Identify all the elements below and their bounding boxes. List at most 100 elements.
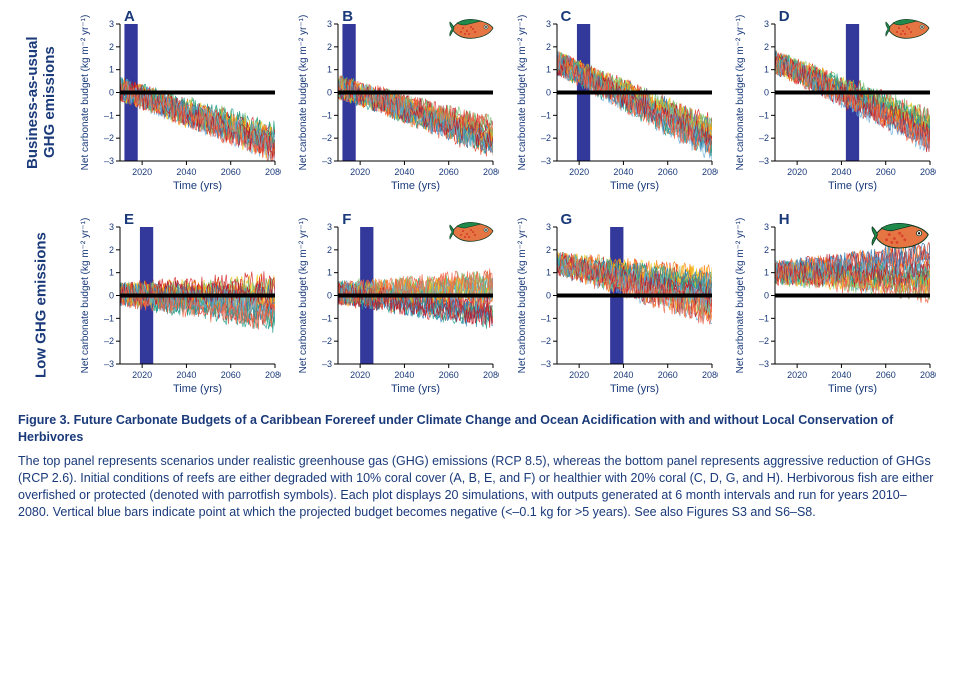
svg-text:3: 3 — [764, 19, 769, 29]
panel-G: G–3–2–101232020204020602080Net carbonate… — [513, 213, 719, 398]
svg-text:–3: –3 — [104, 156, 114, 166]
plot-G: –3–2–101232020204020602080Net carbonate … — [513, 213, 718, 398]
x-axis-label: Time (yrs) — [391, 180, 440, 192]
svg-text:0: 0 — [327, 291, 332, 301]
panel-letter: G — [561, 211, 573, 228]
parrotfish-icon — [871, 219, 931, 253]
svg-text:2020: 2020 — [787, 167, 807, 177]
y-axis-label: Net carbonate budget (kg m⁻² yr⁻¹) — [735, 15, 746, 171]
svg-text:2020: 2020 — [569, 167, 589, 177]
fish-icon-wrap — [885, 16, 931, 47]
row-label-top: Business-as-usualGHG emissions — [18, 10, 64, 195]
svg-text:0: 0 — [764, 291, 769, 301]
x-axis-label: Time (yrs) — [173, 180, 222, 192]
svg-text:2040: 2040 — [176, 167, 196, 177]
svg-text:–2: –2 — [759, 336, 769, 346]
y-axis-label: Net carbonate budget (kg m⁻² yr⁻¹) — [298, 15, 309, 171]
panel-letter: A — [124, 8, 135, 25]
panel-H: H–3–2–101232020204020602080Net carbonate… — [731, 213, 937, 398]
plot-A: –3–2–101232020204020602080Net carbonate … — [76, 10, 281, 195]
svg-text:0: 0 — [545, 88, 550, 98]
svg-text:–1: –1 — [104, 313, 114, 323]
svg-text:2020: 2020 — [787, 370, 807, 380]
svg-text:1: 1 — [109, 268, 114, 278]
svg-text:2020: 2020 — [350, 167, 370, 177]
svg-text:2020: 2020 — [132, 370, 152, 380]
svg-text:2060: 2060 — [657, 370, 677, 380]
svg-text:3: 3 — [327, 19, 332, 29]
plot-C: –3–2–101232020204020602080Net carbonate … — [513, 10, 718, 195]
svg-text:2040: 2040 — [176, 370, 196, 380]
panel-D: D–3–2–101232020204020602080Net carbonate… — [731, 10, 937, 195]
row-label-bottom: Low GHG emissions — [18, 213, 64, 398]
y-axis-label: Net carbonate budget (kg m⁻² yr⁻¹) — [80, 15, 91, 171]
svg-text:–2: –2 — [322, 133, 332, 143]
svg-text:2080: 2080 — [920, 370, 936, 380]
svg-text:2040: 2040 — [613, 167, 633, 177]
svg-text:2080: 2080 — [701, 370, 717, 380]
panel-B: B–3–2–101232020204020602080Net carbonate… — [294, 10, 500, 195]
y-axis-label: Net carbonate budget (kg m⁻² yr⁻¹) — [298, 218, 309, 374]
svg-text:2060: 2060 — [439, 167, 459, 177]
x-axis-label: Time (yrs) — [173, 383, 222, 395]
caption-links[interactable]: Figures S3 and S6–S8 — [686, 505, 812, 519]
fish-icon-wrap — [449, 219, 495, 250]
svg-text:2: 2 — [109, 42, 114, 52]
fish-icon-wrap — [449, 16, 495, 47]
svg-text:–2: –2 — [104, 133, 114, 143]
plot-E: –3–2–101232020204020602080Net carbonate … — [76, 213, 281, 398]
svg-text:2080: 2080 — [483, 370, 499, 380]
svg-text:2040: 2040 — [613, 370, 633, 380]
svg-text:2060: 2060 — [221, 167, 241, 177]
svg-text:3: 3 — [109, 19, 114, 29]
svg-text:2: 2 — [545, 245, 550, 255]
panel-C: C–3–2–101232020204020602080Net carbonate… — [513, 10, 719, 195]
svg-text:1: 1 — [764, 268, 769, 278]
svg-text:3: 3 — [327, 222, 332, 232]
x-axis-label: Time (yrs) — [609, 180, 658, 192]
svg-text:2060: 2060 — [439, 370, 459, 380]
fish-icon-wrap — [871, 219, 931, 258]
svg-text:0: 0 — [109, 88, 114, 98]
svg-text:–3: –3 — [540, 156, 550, 166]
svg-text:0: 0 — [764, 88, 769, 98]
svg-text:2040: 2040 — [395, 370, 415, 380]
svg-text:–1: –1 — [322, 110, 332, 120]
panel-E: E–3–2–101232020204020602080Net carbonate… — [76, 213, 282, 398]
svg-text:2040: 2040 — [395, 167, 415, 177]
x-axis-label: Time (yrs) — [391, 383, 440, 395]
panel-A: A–3–2–101232020204020602080Net carbonate… — [76, 10, 282, 195]
svg-text:2060: 2060 — [221, 370, 241, 380]
y-axis-label: Net carbonate budget (kg m⁻² yr⁻¹) — [735, 218, 746, 374]
panel-grid: Business-as-usualGHG emissions A –3 –2 –1 0 1… — [18, 10, 937, 398]
svg-text:2: 2 — [327, 245, 332, 255]
svg-text:2080: 2080 — [920, 167, 936, 177]
x-axis-label: Time (yrs) — [828, 383, 877, 395]
svg-text:2: 2 — [764, 42, 769, 52]
svg-text:–2: –2 — [540, 133, 550, 143]
panel-letter: F — [342, 211, 351, 228]
x-axis-label: Time (yrs) — [609, 383, 658, 395]
svg-text:–1: –1 — [759, 110, 769, 120]
svg-text:–1: –1 — [540, 313, 550, 323]
svg-text:–3: –3 — [540, 359, 550, 369]
svg-text:1: 1 — [545, 268, 550, 278]
x-axis-label: Time (yrs) — [828, 180, 877, 192]
svg-text:3: 3 — [109, 222, 114, 232]
panel-letter: B — [342, 8, 353, 25]
y-axis-label: Net carbonate budget (kg m⁻² yr⁻¹) — [517, 218, 528, 374]
svg-text:–1: –1 — [540, 110, 550, 120]
y-axis-label: Net carbonate budget (kg m⁻² yr⁻¹) — [80, 218, 91, 374]
svg-text:–2: –2 — [540, 336, 550, 346]
svg-text:2060: 2060 — [657, 167, 677, 177]
panel-letter: C — [561, 8, 572, 25]
svg-text:–1: –1 — [759, 313, 769, 323]
svg-text:2040: 2040 — [831, 370, 851, 380]
svg-text:2020: 2020 — [569, 370, 589, 380]
svg-text:2020: 2020 — [350, 370, 370, 380]
svg-text:2: 2 — [327, 42, 332, 52]
svg-text:0: 0 — [327, 88, 332, 98]
svg-text:1: 1 — [764, 65, 769, 75]
svg-text:2080: 2080 — [265, 370, 281, 380]
caption-title: Figure 3. Future Carbonate Budgets of a … — [18, 412, 937, 447]
